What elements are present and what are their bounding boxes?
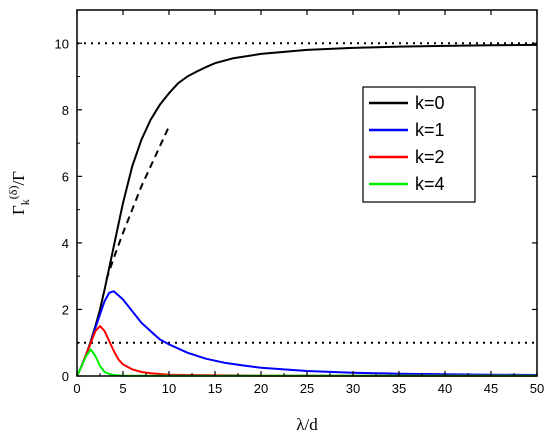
series-line-2 — [76, 290, 538, 377]
series-line-3 — [76, 325, 537, 377]
legend-label-k=2: k=2 — [415, 147, 445, 167]
x-tick-label: 45 — [484, 381, 498, 396]
legend: k=0 k=1 k=2 k=4 — [362, 86, 476, 203]
x-axis-label: λ/d — [296, 415, 318, 434]
x-tick-label: 40 — [438, 381, 452, 396]
x-tick-label: 35 — [392, 381, 406, 396]
x-tick-label: 10 — [162, 381, 176, 396]
y-axis-label-sup: (δ) — [6, 186, 20, 200]
y-axis-label-tail: /Γ — [9, 171, 28, 186]
x-tick-label: 15 — [208, 381, 222, 396]
y-axis-label-main: Γ — [9, 205, 28, 215]
axis-ticks: 0 5 10 15 20 25 30 35 40 45 50 0 2 4 6 8 10 — [55, 10, 544, 396]
y-axis-label: Γk(δ)/Γ — [6, 171, 32, 215]
x-tick-label: 5 — [119, 381, 126, 396]
y-tick-label: 0 — [62, 369, 69, 384]
x-tick-label: 30 — [346, 381, 360, 396]
y-tick-label: 10 — [55, 36, 69, 51]
y-tick-label: 2 — [62, 302, 69, 317]
legend-label-k=0: k=0 — [415, 93, 445, 113]
y-tick-label: 6 — [62, 169, 69, 184]
x-tick-label: 20 — [254, 381, 268, 396]
x-tick-label: 50 — [530, 381, 544, 396]
series-line-1 — [105, 126, 170, 280]
y-tick-label: 8 — [62, 103, 69, 118]
series-line-0 — [76, 43, 538, 377]
y-axis-label-sub: k — [18, 199, 32, 205]
x-tick-label: 25 — [300, 381, 314, 396]
x-tick-label: 0 — [73, 381, 80, 396]
legend-label-k=1: k=1 — [415, 120, 445, 140]
legend-label-k=4: k=4 — [415, 174, 445, 194]
y-tick-label: 4 — [62, 236, 69, 251]
